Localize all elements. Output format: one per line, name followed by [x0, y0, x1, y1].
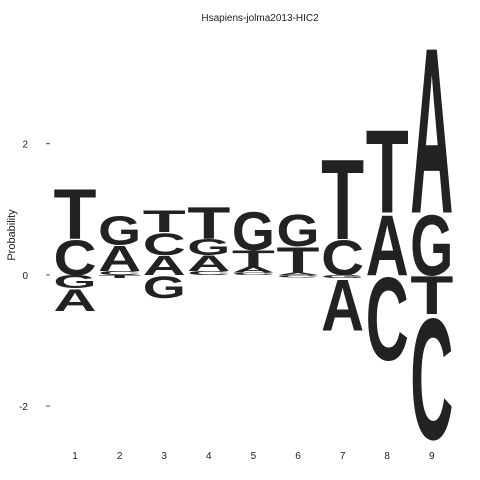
- logo-letter-A: A: [366, 197, 409, 294]
- logo-letter-A: A: [54, 283, 97, 318]
- logo-letter-A: A: [187, 251, 230, 276]
- x-axis-ticks: 1 2 3 4 5 6 7 8 9: [72, 451, 435, 462]
- logo-letter-T: T: [54, 174, 97, 253]
- logo-letter-G: G: [277, 205, 320, 256]
- logo-letter-C: C: [98, 270, 141, 276]
- logo-letter-T: T: [366, 106, 409, 239]
- logo-letter-G: G: [410, 197, 453, 294]
- logo-letter-C: C: [54, 229, 97, 285]
- logo-letter-A: A: [98, 238, 141, 279]
- logo-letter-C: C: [187, 270, 230, 276]
- logo-letter-A: A: [276, 272, 319, 276]
- x-tick-label: 7: [340, 451, 346, 462]
- logo-letter-G: G: [143, 269, 186, 305]
- logo-letter-T: T: [232, 246, 275, 271]
- logo-letter-A: A: [143, 250, 186, 281]
- logo-letter-A: A: [410, 0, 453, 263]
- logo-letter-T: T: [187, 197, 230, 248]
- x-tick-label: 4: [206, 451, 212, 462]
- logo-letter-T: T: [410, 266, 453, 327]
- logo-letter-C: C: [366, 253, 409, 386]
- x-tick-label: 5: [251, 451, 257, 462]
- logo-letter-T: T: [143, 204, 186, 240]
- logo-letter-G: G: [187, 235, 230, 260]
- y-axis-ticks: -2 0 2: [19, 140, 50, 413]
- logo-letter-G: G: [53, 272, 96, 292]
- logo-letter-A: A: [232, 265, 275, 274]
- logo-letter-A: A: [321, 266, 364, 347]
- y-tick-label: 2: [22, 140, 28, 151]
- logo-letter-T: T: [321, 137, 364, 265]
- logo-letter-G: G: [321, 274, 364, 279]
- logo-letter-T: T: [98, 274, 141, 279]
- x-tick-label: 6: [295, 451, 301, 462]
- logo-letter-G: G: [98, 208, 141, 253]
- x-tick-label: 1: [72, 451, 78, 462]
- logo-letter-C: C: [143, 227, 186, 262]
- logo-letter-C: C: [410, 284, 453, 477]
- logo-letter-C: C: [232, 272, 275, 276]
- y-axis-label: Probability: [6, 209, 18, 261]
- logo-letter-C: C: [321, 229, 364, 285]
- y-tick-label: 0: [22, 271, 28, 282]
- x-tick-label: 2: [117, 451, 123, 462]
- x-tick-label: 8: [384, 451, 390, 462]
- logo-letter-G: G: [232, 200, 275, 262]
- chart-title: Hsapiens-jolma2013-HIC2: [201, 13, 319, 24]
- x-tick-label: 3: [161, 451, 167, 462]
- logo-letter-C: C: [276, 274, 319, 278]
- y-tick-label: -2: [19, 402, 28, 413]
- logo-letter-T: T: [277, 239, 320, 280]
- x-tick-label: 9: [429, 451, 435, 462]
